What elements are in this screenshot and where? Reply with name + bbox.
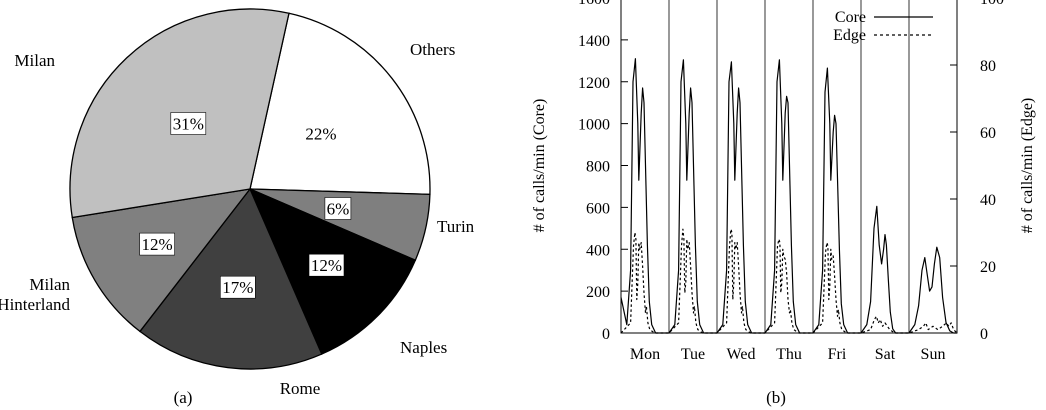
y-tick-label: 1400	[578, 33, 610, 50]
pie-label-box	[308, 253, 345, 277]
series-line-core	[620, 58, 957, 334]
y2-tick-label: 100	[980, 0, 1004, 8]
pie-slice-others	[249, 12, 431, 196]
line-chart: 0 200 400 600 800 1000 1200 1400 1600 0 20 40 60 80 1…	[531, 0, 1036, 363]
x-tick-label: Mon	[630, 346, 660, 363]
pie-category-label: Rome	[280, 379, 321, 398]
y2-tick-label: 60	[980, 125, 996, 142]
y-tick-label: 0	[602, 326, 610, 343]
left-y-axis: 0 200 400 600 800 1000 1200 1400 1600	[578, 0, 628, 343]
y-tick-label: 800	[586, 159, 610, 176]
pie-category-label: Naples	[400, 338, 447, 357]
legend: Core Edge	[833, 9, 933, 44]
pie-slice-milan-hinterland	[71, 188, 252, 333]
line-chart-caption: (b)	[766, 388, 786, 407]
pie-percent-label: 31%	[173, 115, 204, 134]
day-grid-lines	[668, 0, 910, 333]
x-axis: Mon Tue Wed Thu Fri Sat Sun	[630, 346, 946, 363]
pie-label-box	[220, 275, 256, 299]
y-tick-label: 200	[586, 284, 610, 301]
pie-chart: 22% Others 6% Turin 12% Naples 17% Rome 12% Milan…	[0, 8, 475, 398]
pie-percent-label: 17%	[222, 278, 253, 297]
y-tick-label: 600	[586, 200, 610, 217]
y-axis-label-core: # of calls/min (Core)	[531, 99, 548, 233]
legend-label-core: Core	[835, 9, 866, 26]
x-tick-label: Thu	[776, 346, 802, 363]
right-y-axis: 0 20 40 60 80 100	[950, 0, 1004, 343]
x-tick-label: Sun	[921, 346, 946, 363]
pie-category-label: Milan	[14, 51, 55, 70]
y-tick-label: 1200	[578, 75, 610, 92]
pie-category-label: Others	[410, 40, 455, 59]
series-line-edge	[620, 228, 958, 334]
x-tick-label: Fri	[828, 346, 847, 363]
pie-percent-label: 12%	[311, 256, 342, 275]
pie-caption: (a)	[174, 388, 193, 407]
series-lines	[620, 58, 958, 334]
y-tick-label: 1600	[578, 0, 610, 8]
y2-tick-label: 40	[980, 192, 996, 209]
legend-label-edge: Edge	[833, 27, 866, 44]
x-tick-label: Sat	[875, 346, 896, 363]
x-tick-label: Wed	[727, 346, 756, 363]
pie-label-box	[324, 197, 352, 220]
x-tick-label: Tue	[681, 346, 705, 363]
pie-percent-label: 22%	[305, 125, 336, 144]
pie-category-label: Milan Hinterland	[0, 275, 70, 314]
y-tick-label: 1000	[578, 117, 610, 134]
y2-tick-label: 0	[980, 326, 988, 343]
pie-label-box	[170, 112, 207, 135]
pie-category-label: Turin	[437, 217, 475, 236]
y2-tick-label: 20	[980, 259, 996, 276]
y-tick-label: 400	[586, 242, 610, 259]
pie-percent-label: 6%	[327, 200, 350, 219]
y-axis-label-edge: # of calls/min (Edge)	[1019, 98, 1036, 234]
y2-tick-label: 80	[980, 58, 996, 75]
pie-label-box	[139, 232, 175, 256]
pie-percent-label: 12%	[142, 235, 173, 254]
